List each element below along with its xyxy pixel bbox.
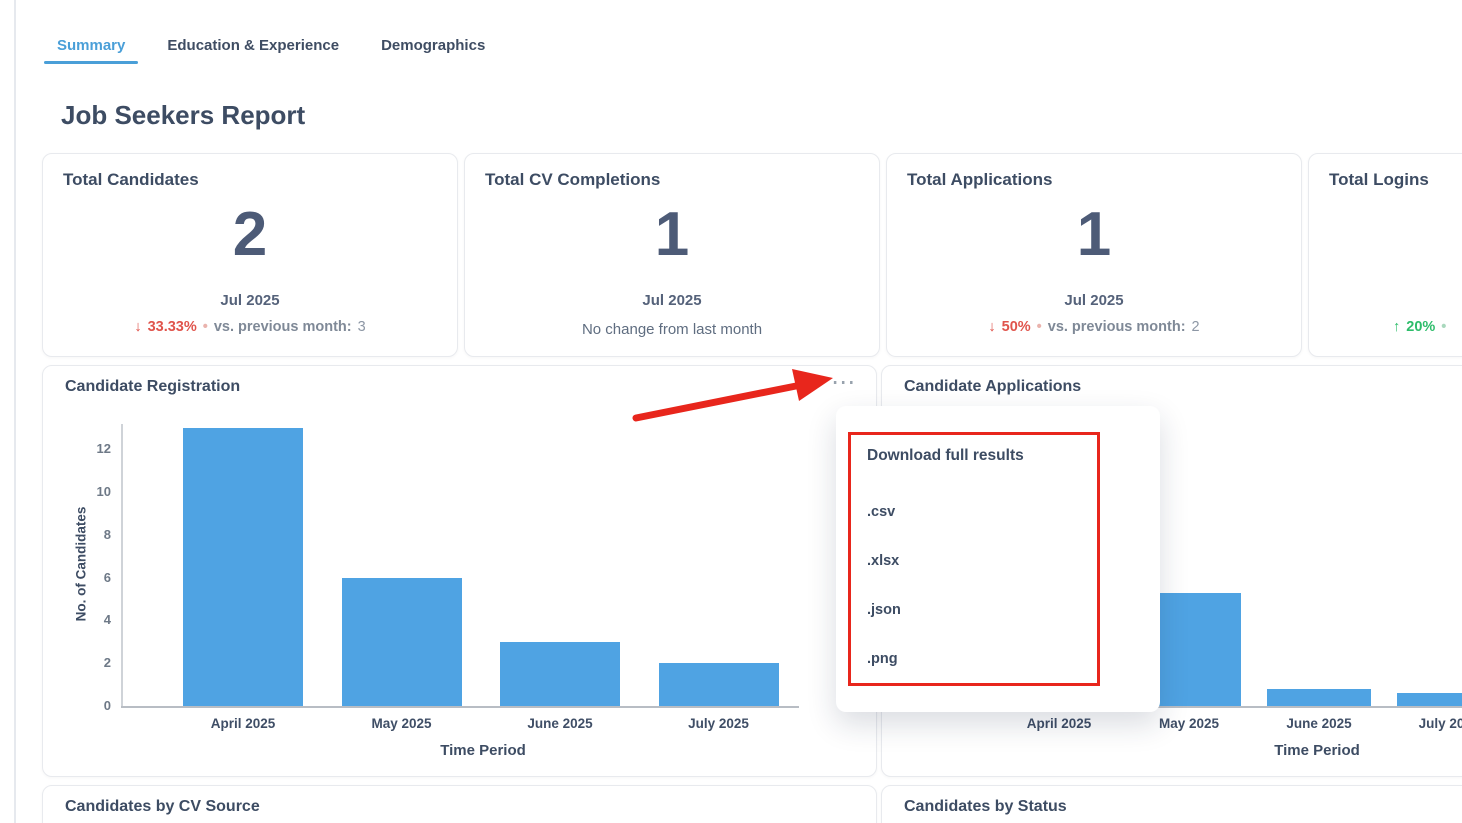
kpi-title: Total Candidates (63, 170, 199, 189)
panel-title: Candidate Applications (904, 378, 1082, 395)
x-tick-label: April 2025 (210, 716, 276, 731)
y-tick-label: 2 (103, 655, 111, 671)
kpi-title: Total CV Completions (485, 170, 661, 189)
dot-separator-icon: • (202, 319, 208, 335)
menu-item-json[interactable]: .json (867, 602, 901, 618)
y-tick-label: 8 (103, 526, 111, 542)
kpi-value: 1 (1076, 200, 1112, 269)
y-tick-label: 0 (103, 698, 111, 713)
bar-june-2025[interactable] (500, 642, 620, 706)
kpi-card-total-cv-completions: Total CV Completions 1 Jul 2025 No chang… (464, 153, 880, 357)
kpi-card-total-candidates: Total Candidates 2 Jul 2025 ↓ 33.33% • v… (42, 153, 458, 357)
kpi-value: 2 (232, 200, 268, 269)
kpi-title: Total Logins (1329, 170, 1429, 189)
x-tick-label: May 2025 (1158, 716, 1220, 731)
y-tick-label: 6 (103, 569, 111, 585)
dot-separator-icon: • (1036, 319, 1042, 335)
bar-july-2025[interactable] (658, 663, 779, 706)
tab-education-experience[interactable]: Education & Experience (167, 37, 340, 54)
kpi-delta-row: ↓ 33.33% • vs. previous month: 3 (43, 319, 457, 335)
menu-item-xlsx[interactable]: .xlsx (867, 553, 900, 569)
menu-item-csv[interactable]: .csv (867, 504, 896, 520)
kpi-period: Jul 2025 (642, 292, 702, 309)
x-tick-label: July 2025 (688, 716, 749, 731)
kpi-title: Total Applications (907, 170, 1053, 189)
x-tick-label: April 2025 (1026, 716, 1092, 731)
compare-value: 2 (1191, 319, 1200, 335)
kpi-value: 1 (654, 200, 690, 269)
download-menu: Download full results .csv .xlsx .json .… (836, 406, 1160, 712)
y-axis-title: No. of Candidates (73, 506, 89, 622)
down-arrow-icon: ↓ (134, 319, 142, 335)
kpi-delta-row: ↓ 50% • vs. previous month: 2 (887, 319, 1301, 335)
delta-percent: 20% (1406, 319, 1436, 335)
kpi-note: No change from last month (581, 321, 763, 338)
kpi-row: Total Candidates 2 Jul 2025 ↓ 33.33% • v… (42, 153, 1462, 357)
down-arrow-icon: ↓ (988, 319, 996, 335)
dot-separator-icon: • (1441, 319, 1447, 335)
x-axis-title: Time Period (440, 742, 526, 759)
x-tick-label: June 2025 (1286, 716, 1352, 731)
download-menu-header: Download full results (867, 447, 1024, 464)
menu-item-png[interactable]: .png (867, 651, 898, 667)
kpi-delta-row: ↑ 20% • (1309, 319, 1462, 335)
report-tabs: Summary Education & Experience Demograph… (43, 37, 486, 64)
kpi-card-total-logins: Total Logins ↑ 20% • (1308, 153, 1462, 357)
y-tick-label: 4 (103, 612, 111, 628)
sidebar-edge-divider (14, 0, 16, 823)
y-tick-label: 12 (96, 441, 111, 457)
bar-april-2025[interactable] (183, 428, 303, 706)
page-title: Job Seekers Report (61, 100, 306, 130)
tab-summary[interactable]: Summary (43, 37, 139, 64)
bar-july-2025[interactable] (1397, 693, 1462, 706)
x-axis-title: Time Period (1274, 742, 1360, 759)
y-axis-line (121, 424, 123, 706)
panel-candidate-registration: Candidate Registration ⋯ 0 2 4 6 8 10 12 No. of… (42, 365, 877, 777)
x-axis-line (121, 706, 799, 708)
tab-demographics[interactable]: Demographics (381, 37, 486, 54)
kpi-card-total-applications: Total Applications 1 Jul 2025 ↓ 50% • vs… (886, 153, 1302, 357)
compare-label: vs. previous month: (1047, 319, 1186, 335)
chart-candidate-registration: 0 2 4 6 8 10 12 No. of Candidates April 2025 May … (43, 366, 876, 776)
x-axis-line (940, 706, 1462, 708)
panel-candidates-by-cv-source: Candidates by CV Source (42, 785, 877, 823)
kpi-period: Jul 2025 (220, 292, 280, 309)
panel-title: Candidates by CV Source (65, 798, 260, 815)
annotation-highlight-box: Download full results .csv .xlsx .json .… (848, 432, 1100, 686)
delta-percent: 33.33% (147, 319, 197, 335)
up-arrow-icon: ↑ (1393, 319, 1401, 335)
bar-june-2025[interactable] (1267, 689, 1371, 706)
panel-candidates-by-status: Candidates by Status (881, 785, 1462, 823)
bar-may-2025[interactable] (341, 578, 462, 706)
x-tick-label: May 2025 (371, 716, 432, 731)
x-tick-label: June 2025 (527, 716, 593, 731)
y-tick-label: 10 (96, 484, 111, 499)
compare-value: 3 (357, 319, 366, 335)
more-options-icon[interactable]: ⋯ (831, 369, 856, 396)
panel-title: Candidate Registration (65, 378, 241, 395)
compare-label: vs. previous month: (213, 319, 352, 335)
delta-percent: 50% (1001, 319, 1031, 335)
kpi-period: Jul 2025 (1064, 292, 1124, 309)
x-tick-label: July 2025 (1418, 716, 1462, 731)
panel-title: Candidates by Status (904, 798, 1067, 815)
